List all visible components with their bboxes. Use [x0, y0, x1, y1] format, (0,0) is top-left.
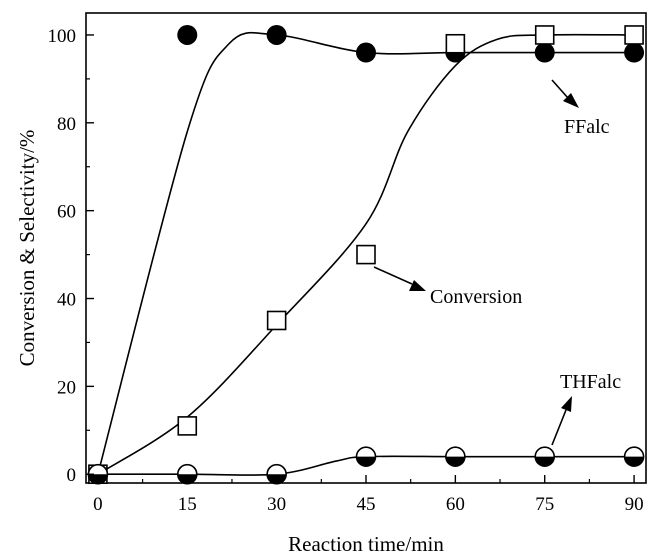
y-tick-label-40: 40	[57, 290, 76, 311]
conversion-label: Conversion	[430, 286, 522, 308]
ffalc-arrowhead	[563, 93, 579, 108]
x-axis-title: Reaction time/min	[288, 532, 444, 556]
x-tick-label-15: 15	[178, 494, 197, 515]
annotation-ffalc: FFalc	[551, 79, 610, 138]
ffalc-label: FFalc	[564, 116, 610, 138]
conversion-arrowhead	[409, 280, 426, 291]
y-axis-title: Conversion & Selectivity/%	[15, 130, 39, 367]
point-conversion-75	[534, 25, 555, 45]
x-tick-label-75: 75	[535, 494, 554, 515]
point-ffalc-15	[177, 24, 198, 45]
markers-layer	[87, 24, 645, 485]
point-conversion-90	[624, 25, 644, 45]
x-tick-label-30: 30	[267, 494, 286, 515]
y-tick-label-80: 80	[57, 114, 76, 135]
x-tick-label-0: 0	[93, 494, 103, 515]
point-conversion-60	[445, 33, 466, 54]
point-thfalc-75	[534, 446, 556, 467]
conversion-arrow	[373, 266, 413, 285]
thfalc-arrow	[551, 409, 567, 446]
point-thfalc-90	[623, 446, 645, 467]
ffalc-arrow	[551, 79, 569, 99]
point-thfalc-60	[445, 446, 466, 467]
ticks-layer: 0 15 30 45 60 75 90 0 20 40 60 80 100	[48, 26, 644, 515]
thfalc-arrowhead	[561, 396, 572, 412]
y-tick-label-0: 0	[67, 465, 77, 486]
x-tick-label-90: 90	[625, 494, 644, 515]
curve-conversion	[97, 33, 635, 475]
point-conversion-45	[356, 244, 376, 265]
annotation-conversion: Conversion	[373, 266, 522, 308]
x-tick-label-45: 45	[357, 494, 376, 515]
annotation-thfalc: THFalc	[551, 371, 621, 446]
point-thfalc-0	[87, 463, 109, 485]
thfalc-label: THFalc	[560, 371, 621, 393]
point-ffalc-30	[266, 24, 287, 45]
point-conversion-30	[266, 310, 287, 331]
y-tick-label-20: 20	[57, 377, 76, 398]
y-tick-label-100: 100	[48, 26, 77, 47]
point-thfalc-45	[355, 446, 377, 467]
x-tick-label-60: 60	[446, 494, 465, 515]
point-ffalc-75	[534, 42, 555, 63]
point-ffalc-90	[624, 42, 645, 63]
point-conversion-15	[177, 416, 198, 436]
point-ffalc-45	[356, 42, 376, 63]
y-tick-label-60: 60	[57, 202, 76, 223]
